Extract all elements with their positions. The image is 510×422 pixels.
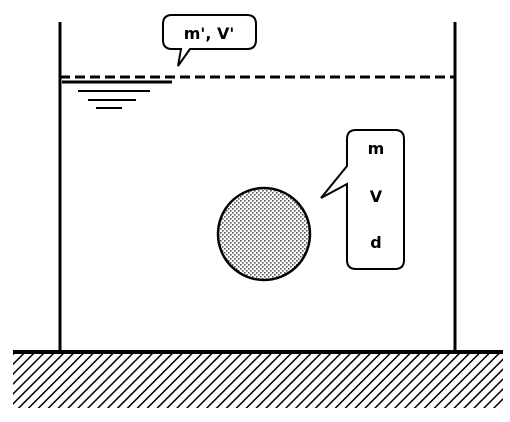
submerged-sphere xyxy=(216,186,312,282)
object-mass-label: m xyxy=(368,139,385,158)
water-level-symbol xyxy=(62,80,172,109)
object-density-label: d xyxy=(370,233,381,252)
fluid-callout-bubble xyxy=(162,14,257,67)
object-callout-bubble xyxy=(320,129,405,270)
object-volume-label: V xyxy=(370,187,383,206)
fluid-callout-label: m', V' xyxy=(184,24,235,43)
ground-hatching xyxy=(13,350,503,408)
